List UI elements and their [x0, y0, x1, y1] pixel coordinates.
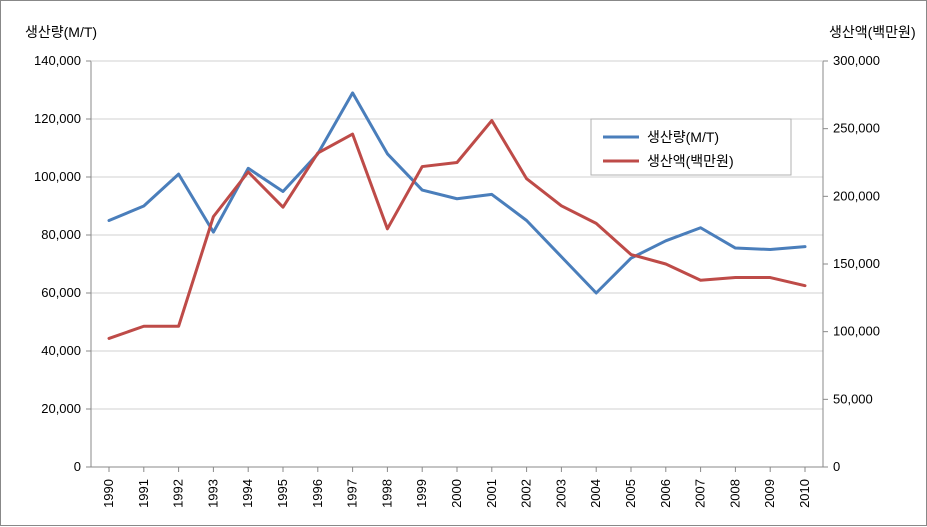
y-right-tick-label: 250,000 — [833, 121, 880, 136]
x-tick-label: 1999 — [414, 479, 429, 508]
y-right-tick-label: 0 — [833, 459, 840, 474]
x-tick-label: 2009 — [762, 479, 777, 508]
x-tick-label: 2002 — [519, 479, 534, 508]
chart-container: 0 20,000 40,000 60,000 80,000 100,000 120,000 1… — [0, 0, 927, 526]
x-tick-label: 1996 — [310, 479, 325, 508]
y-left-tick-label: 100,000 — [34, 169, 81, 184]
x-tick-label: 2005 — [623, 479, 638, 508]
y-left-tick-label: 0 — [74, 459, 81, 474]
y-left-tick-label: 80,000 — [41, 227, 81, 242]
x-tick-label: 1997 — [345, 479, 360, 508]
x-tick-label: 1993 — [205, 479, 220, 508]
y-right-axis-title: 생산액(백만원) — [829, 24, 916, 40]
y-right-tick-label: 100,000 — [833, 324, 880, 339]
legend-label: 생산량(M/T) — [647, 129, 719, 145]
y-right-tick-label: 300,000 — [833, 53, 880, 68]
x-tick-label: 2006 — [658, 479, 673, 508]
y-left-tick-label: 40,000 — [41, 343, 81, 358]
y-left-tick-label: 20,000 — [41, 401, 81, 416]
y-right-tick-label: 150,000 — [833, 256, 880, 271]
legend-label: 생산액(백만원) — [647, 153, 734, 169]
y-left-tick-label: 60,000 — [41, 285, 81, 300]
x-tick-label: 2008 — [727, 479, 742, 508]
x-tick-label: 1994 — [240, 479, 255, 508]
y-left-tick-label: 120,000 — [34, 111, 81, 126]
x-tick-label: 2010 — [797, 479, 812, 508]
x-tick-label: 2003 — [553, 479, 568, 508]
x-tick-label: 1990 — [101, 479, 116, 508]
y-right-tick-label: 200,000 — [833, 188, 880, 203]
x-tick-label: 1998 — [379, 479, 394, 508]
x-tick-label: 1992 — [171, 479, 186, 508]
x-tick-label: 2000 — [449, 479, 464, 508]
x-tick-label: 2001 — [484, 479, 499, 508]
y-left-axis-title: 생산량(M/T) — [25, 24, 97, 40]
x-tick-label: 2004 — [588, 479, 603, 508]
y-right-tick-label: 50,000 — [833, 391, 873, 406]
x-tick-label: 2007 — [693, 479, 708, 508]
y-left-tick-label: 140,000 — [34, 53, 81, 68]
x-tick-label: 1995 — [275, 479, 290, 508]
chart-svg: 0 20,000 40,000 60,000 80,000 100,000 120,000 1… — [1, 1, 927, 527]
x-tick-label: 1991 — [136, 479, 151, 508]
